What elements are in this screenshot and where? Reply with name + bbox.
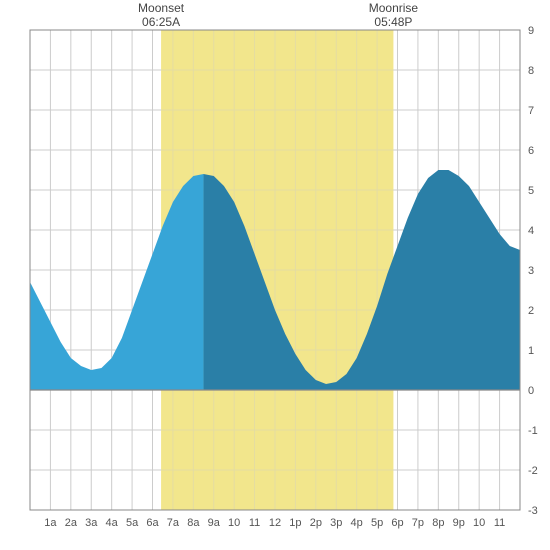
x-tick-label: 9a [208, 517, 221, 529]
x-tick-label: 5p [371, 517, 383, 529]
x-tick-label: 3a [85, 517, 98, 529]
y-tick-label: 1 [528, 345, 534, 357]
moonset-label: Moonset [138, 1, 185, 15]
y-tick-label: -3 [528, 505, 538, 517]
y-tick-label: 7 [528, 105, 534, 117]
tide-chart: -3-2-101234567891a2a3a4a5a6a7a8a9a101112… [0, 0, 550, 550]
x-tick-label: 1p [289, 517, 301, 529]
x-tick-label: 9p [453, 517, 465, 529]
x-tick-label: 6p [391, 517, 403, 529]
x-tick-label: 5a [126, 517, 139, 529]
x-tick-label: 4p [351, 517, 363, 529]
y-tick-label: 6 [528, 145, 534, 157]
y-tick-label: 4 [528, 225, 534, 237]
x-tick-label: 12 [269, 517, 281, 529]
x-tick-label: 6a [146, 517, 159, 529]
moonset-label-time: 06:25A [142, 15, 180, 29]
y-tick-label: 8 [528, 65, 534, 77]
y-tick-label: 0 [528, 385, 534, 397]
x-tick-label: 2p [310, 517, 322, 529]
y-tick-label: 3 [528, 265, 534, 277]
y-tick-label: 2 [528, 305, 534, 317]
x-tick-label: 11 [494, 517, 505, 529]
x-tick-label: 2a [65, 517, 78, 529]
y-tick-label: 9 [528, 25, 534, 37]
x-tick-label: 10 [228, 517, 240, 529]
moonrise-label: Moonrise [369, 1, 419, 15]
x-tick-label: 7p [412, 517, 424, 529]
x-tick-label: 3p [330, 517, 342, 529]
x-tick-label: 11 [249, 517, 260, 529]
y-tick-label: -1 [528, 425, 538, 437]
chart-svg: -3-2-101234567891a2a3a4a5a6a7a8a9a101112… [0, 0, 550, 550]
y-tick-label: -2 [528, 465, 538, 477]
y-tick-label: 5 [528, 185, 534, 197]
moonrise-label-time: 05:48P [374, 15, 412, 29]
x-tick-label: 10 [473, 517, 485, 529]
x-tick-label: 4a [106, 517, 119, 529]
x-tick-label: 8a [187, 517, 200, 529]
x-tick-label: 8p [432, 517, 444, 529]
x-tick-label: 1a [44, 517, 57, 529]
x-tick-label: 7a [167, 517, 180, 529]
